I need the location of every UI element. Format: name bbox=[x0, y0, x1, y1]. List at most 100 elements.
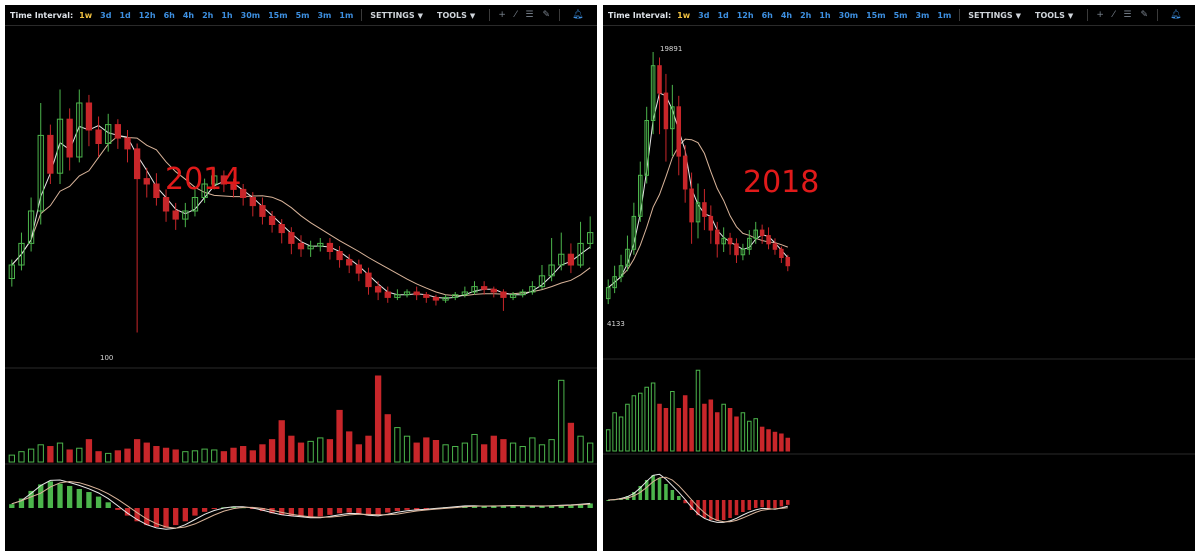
crosshair-icon[interactable]: + bbox=[498, 10, 506, 20]
macd-bar bbox=[414, 508, 420, 510]
macd-bar bbox=[715, 500, 720, 521]
line-draw-icon[interactable]: ⁄ bbox=[514, 10, 517, 20]
interval-6h[interactable]: 6h bbox=[761, 10, 773, 20]
line-draw-icon[interactable]: ⁄ bbox=[1112, 10, 1115, 20]
interval-3d[interactable]: 3d bbox=[698, 10, 710, 20]
candle-body bbox=[413, 291, 420, 296]
candle bbox=[240, 184, 247, 206]
candle-body bbox=[105, 124, 112, 144]
interval-1w[interactable]: 1w bbox=[79, 10, 93, 20]
interval-12h[interactable]: 12h bbox=[736, 10, 754, 20]
candle bbox=[702, 189, 707, 231]
horizontal-lines-icon[interactable]: ☰ bbox=[1123, 10, 1132, 20]
interval-2h[interactable]: 2h bbox=[800, 10, 812, 20]
tools-menu[interactable]: TOOLS ▼ bbox=[1035, 11, 1073, 20]
interval-1m[interactable]: 1m bbox=[937, 10, 952, 20]
interval-3m[interactable]: 3m bbox=[317, 10, 332, 20]
volume-bar bbox=[66, 449, 73, 463]
candle bbox=[432, 294, 440, 306]
pencil-icon[interactable]: ✎ bbox=[1140, 10, 1148, 20]
bell-icon[interactable]: 🔔︎ bbox=[1170, 10, 1182, 20]
interval-30m[interactable]: 30m bbox=[838, 10, 859, 20]
candle-body bbox=[747, 237, 752, 250]
macd-bar bbox=[95, 496, 102, 508]
volume-bar bbox=[153, 446, 160, 463]
candle-body bbox=[326, 242, 334, 252]
settings-menu[interactable]: SETTINGS ▼ bbox=[370, 11, 423, 20]
macd-bar bbox=[766, 500, 771, 509]
candle bbox=[490, 286, 497, 298]
volume-bar bbox=[657, 403, 662, 452]
candle bbox=[162, 189, 170, 222]
volume-bar bbox=[682, 395, 688, 452]
candle bbox=[259, 197, 266, 225]
settings-menu[interactable]: SETTINGS ▼ bbox=[968, 11, 1021, 20]
macd-bar bbox=[173, 508, 179, 526]
candle bbox=[27, 197, 35, 252]
volume-bar bbox=[548, 439, 555, 463]
candle-body bbox=[490, 288, 497, 293]
crosshair-icon[interactable]: + bbox=[1096, 10, 1104, 20]
volume-bar bbox=[307, 440, 314, 463]
candle-body bbox=[766, 235, 771, 245]
volume-bar bbox=[297, 442, 305, 463]
candle-body bbox=[618, 265, 624, 278]
candle bbox=[747, 230, 752, 255]
interval-4h[interactable]: 4h bbox=[182, 10, 195, 20]
settings-label: SETTINGS bbox=[968, 10, 1013, 20]
interval-1m[interactable]: 1m bbox=[339, 10, 354, 20]
interval-15m[interactable]: 15m bbox=[866, 10, 886, 20]
tools-menu[interactable]: TOOLS ▼ bbox=[437, 11, 475, 20]
interval-6h[interactable]: 6h bbox=[163, 10, 175, 20]
macd-bar bbox=[786, 500, 790, 505]
interval-1h[interactable]: 1h bbox=[221, 10, 233, 20]
candle-body bbox=[56, 118, 64, 174]
candle bbox=[650, 52, 656, 135]
volume-bar bbox=[288, 435, 295, 463]
interval-1h[interactable]: 1h bbox=[819, 10, 831, 20]
interval-2h[interactable]: 2h bbox=[202, 10, 214, 20]
horizontal-lines-icon[interactable]: ☰ bbox=[525, 10, 534, 20]
interval-1d[interactable]: 1d bbox=[717, 10, 729, 20]
candle-body bbox=[76, 102, 83, 158]
interval-3d[interactable]: 3d bbox=[100, 10, 112, 20]
interval-30m[interactable]: 30m bbox=[240, 10, 261, 20]
candle-body bbox=[133, 148, 141, 180]
candle bbox=[336, 246, 343, 268]
candle-body bbox=[480, 286, 488, 290]
macd-bar bbox=[753, 500, 758, 508]
candle bbox=[670, 84, 675, 157]
candle bbox=[714, 221, 720, 258]
toolbar-divider bbox=[489, 9, 491, 21]
volume-bar bbox=[538, 444, 546, 463]
ma-slow-line bbox=[11, 135, 591, 297]
interval-15m[interactable]: 15m bbox=[268, 10, 288, 20]
volume-bar bbox=[365, 435, 372, 463]
pencil-icon[interactable]: ✎ bbox=[542, 10, 550, 20]
caret-down-icon: ▼ bbox=[1067, 11, 1074, 20]
macd-bar bbox=[9, 504, 15, 508]
interval-5m[interactable]: 5m bbox=[295, 10, 310, 20]
candle bbox=[740, 243, 746, 261]
interval-3m[interactable]: 3m bbox=[915, 10, 930, 20]
volume-bar bbox=[721, 403, 726, 452]
interval-1d[interactable]: 1d bbox=[119, 10, 131, 20]
candle bbox=[114, 119, 122, 149]
interval-1w[interactable]: 1w bbox=[677, 10, 691, 20]
interval-12h[interactable]: 12h bbox=[138, 10, 156, 20]
volume-bar bbox=[695, 369, 701, 452]
candle-body bbox=[644, 120, 649, 176]
macd-bar bbox=[734, 500, 739, 516]
candle-body bbox=[682, 155, 688, 190]
interval-5m[interactable]: 5m bbox=[893, 10, 908, 20]
interval-4h[interactable]: 4h bbox=[780, 10, 793, 20]
bell-icon[interactable]: 🔔︎ bbox=[572, 10, 584, 20]
candle bbox=[779, 246, 784, 263]
signal-line bbox=[608, 476, 788, 523]
macd-bar bbox=[375, 508, 381, 515]
candle bbox=[509, 292, 517, 301]
candle bbox=[143, 167, 150, 198]
volume-bar bbox=[500, 439, 507, 463]
candle-body bbox=[558, 253, 565, 266]
macd-bar bbox=[211, 508, 217, 509]
